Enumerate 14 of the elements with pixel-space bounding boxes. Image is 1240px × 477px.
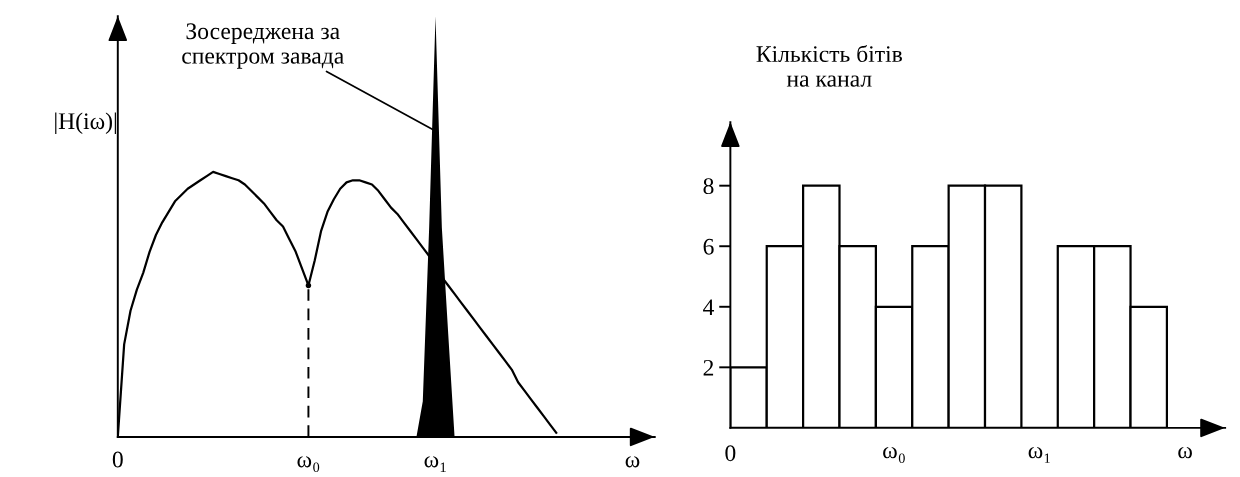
y-tick-label: 2 [703,359,714,376]
x-tick-label: 0 [112,451,123,468]
x-tick-label: ω [625,456,640,468]
x-tick-label: ω [1178,447,1192,459]
x-tick-label: ω₁ [424,456,446,472]
x-tick-label: ω₀ [883,447,905,464]
y-tick-label: 6 [703,238,714,255]
y-axis-title: Кількість бітів на канал [756,44,902,87]
x-tick-label: ω₁ [1028,447,1050,463]
annotation: Зосереджена за спектром завада [182,23,344,69]
x-tick-label: ω₀ [297,456,320,473]
y-tick-label: 8 [703,178,714,195]
y-tick-label: 4 [703,299,715,315]
y-axis-title: |H(iω)| [55,112,116,135]
